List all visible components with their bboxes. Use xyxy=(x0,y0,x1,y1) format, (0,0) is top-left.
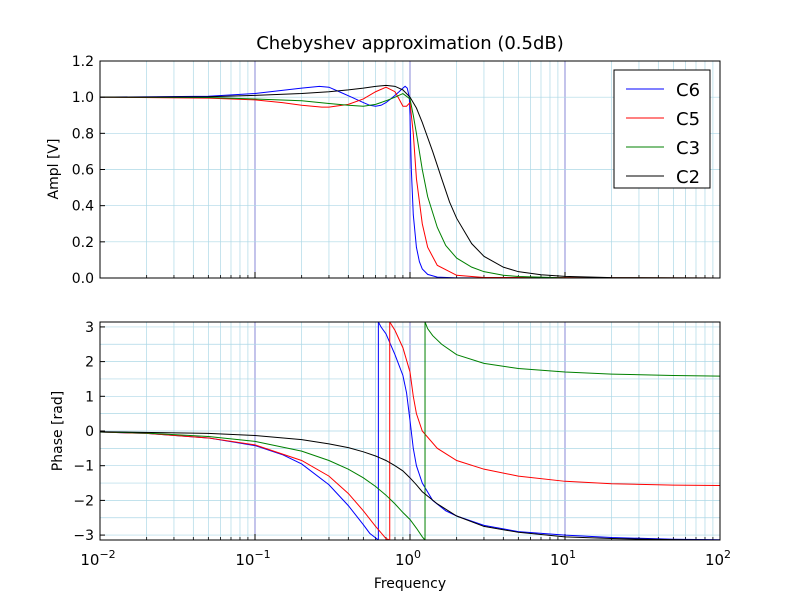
phase-series xyxy=(99,321,721,541)
y-tick-label: 0.2 xyxy=(72,235,94,251)
y-tick-label: −1 xyxy=(73,459,94,475)
y-tick-label: 3 xyxy=(85,320,94,336)
amplitude-series xyxy=(99,84,721,279)
legend-label-c6: C6 xyxy=(676,80,700,101)
phase-yticks: 3 2 1 0 −1 −2 −3 xyxy=(73,320,105,544)
y-tick-label: −2 xyxy=(73,493,94,509)
frequency-xlabel: Frequency xyxy=(374,576,446,592)
amplitude-line-c3 xyxy=(99,92,721,279)
y-tick-label: 0.6 xyxy=(72,163,94,179)
phase-line-c5 xyxy=(99,431,390,541)
y-tick-label: 1.2 xyxy=(72,54,94,70)
legend-label-c2: C2 xyxy=(676,167,700,188)
legend-box xyxy=(613,69,711,189)
x-tick-label: 102 xyxy=(705,548,731,569)
amplitude-line-c6 xyxy=(99,85,721,279)
frequency-xticks: 10−2 10−1 100 101 102 xyxy=(80,548,731,569)
x-tick-label: 10−1 xyxy=(235,548,270,569)
amplitude-yticks: 0.0 0.2 0.4 0.6 0.8 1.0 1.2 xyxy=(72,54,105,287)
y-tick-label: 2 xyxy=(85,355,94,371)
phase-line-c3 xyxy=(424,321,721,377)
y-tick-label: −3 xyxy=(73,528,94,544)
y-tick-label: 0.4 xyxy=(72,199,94,215)
chart-title: Chebyshev approximation (0.5dB) xyxy=(256,33,564,54)
amplitude-line-c2 xyxy=(99,84,721,279)
x-tick-label: 101 xyxy=(550,548,576,569)
phase-line-c5 xyxy=(389,321,721,486)
phase-line-c2 xyxy=(99,431,721,541)
legend-label-c5: C5 xyxy=(676,109,700,130)
y-tick-label: 0.8 xyxy=(72,126,94,142)
phase-grid xyxy=(99,322,721,540)
x-tick-label: 10−2 xyxy=(80,548,115,569)
legend-label-c3: C3 xyxy=(676,138,700,159)
amplitude-line-c5 xyxy=(99,86,721,279)
amplitude-ylabel: Ampl [V] xyxy=(46,139,62,200)
y-tick-label: 0.0 xyxy=(72,271,94,287)
phase-line-c6 xyxy=(377,321,721,541)
legend: C6 C5 C3 C2 xyxy=(613,69,711,189)
y-tick-label: 1.0 xyxy=(72,90,94,106)
phase-ylabel: Phase [rad] xyxy=(50,391,66,471)
phase-line-c3 xyxy=(99,431,426,541)
x-tick-label: 100 xyxy=(395,548,421,569)
y-tick-label: 0 xyxy=(85,424,94,440)
y-tick-label: 1 xyxy=(85,389,94,405)
